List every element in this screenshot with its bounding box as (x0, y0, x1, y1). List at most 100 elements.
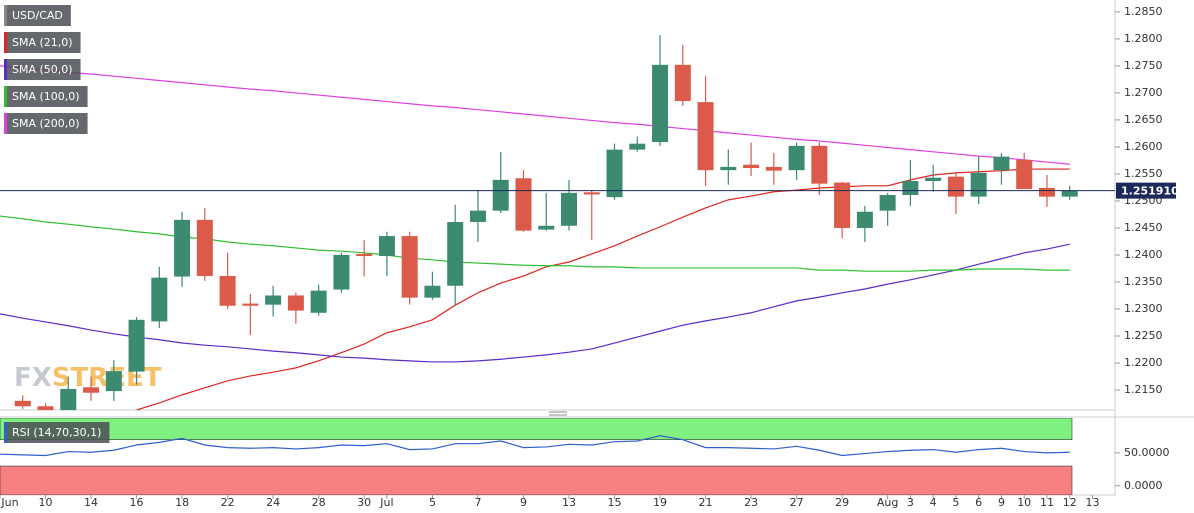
legend-box (4, 59, 81, 80)
candle-body (151, 277, 168, 322)
legend-item: RSI (14,70,30,1) (4, 422, 110, 443)
y-tick-label: 1.2200 (1124, 356, 1163, 369)
resize-handle[interactable] (549, 411, 567, 416)
y-tick-label: 1.2650 (1124, 113, 1163, 126)
x-tick-label: 30 (357, 496, 371, 509)
candle-body (970, 172, 987, 197)
candle-body (356, 253, 373, 257)
legend-box (4, 32, 81, 53)
legend-label: SMA (50,0) (12, 63, 73, 76)
y-tick-label: 1.2700 (1124, 86, 1163, 99)
x-tick-label: 19 (653, 496, 667, 509)
legend-item: SMA (21,0) (4, 32, 81, 53)
x-tick-label: 6 (975, 496, 982, 509)
y-tick-label: 1.2250 (1124, 329, 1163, 342)
candle-body (947, 176, 964, 197)
y-tick-label: 1.2850 (1124, 5, 1163, 18)
watermark-part: FX (14, 363, 52, 393)
candle-body (242, 303, 259, 306)
x-tick-label: 5 (429, 496, 436, 509)
candle-body (60, 388, 77, 410)
x-tick-label: 27 (790, 496, 804, 509)
y-tick-label: 50.0000 (1124, 446, 1170, 459)
candle-body (378, 236, 395, 257)
x-tick-label: 15 (608, 496, 622, 509)
legend-label: SMA (200,0) (12, 117, 80, 130)
candle-body (561, 192, 577, 226)
x-tick-label: 7 (474, 496, 481, 509)
legend-box (4, 422, 110, 443)
x-tick-label: 29 (835, 496, 849, 509)
candle-body (720, 166, 737, 171)
x-tick-label: 10 (1017, 496, 1031, 509)
candle-body (219, 276, 236, 306)
candle-body (447, 222, 464, 286)
legend-swatch (4, 32, 7, 53)
x-tick-label: 28 (312, 496, 326, 509)
y-tick-label: 1.2400 (1124, 248, 1163, 261)
y-tick-label: 1.2350 (1124, 275, 1163, 288)
legend-box (4, 5, 71, 26)
candle-body (834, 182, 851, 228)
x-tick-label: 10 (39, 496, 53, 509)
candle-body (538, 225, 555, 230)
x-tick-label: 18 (175, 496, 189, 509)
legend-label: USD/CAD (12, 9, 63, 22)
y-tick-label: 0.0000 (1124, 479, 1163, 492)
y-tick-label: 1.2600 (1124, 140, 1163, 153)
legend-item: SMA (50,0) (4, 59, 81, 80)
candle-body (333, 254, 350, 290)
x-tick-label: Jun (0, 496, 18, 509)
candle-body (14, 400, 31, 407)
y-tick-label: 1.2550 (1124, 167, 1163, 180)
legend-swatch (4, 59, 7, 80)
y-tick-label: 1.2300 (1124, 302, 1163, 315)
legend: USD/CAD SMA (21,0) SMA (50,0) SMA (100,0) SM… (4, 5, 110, 443)
candle-body (83, 387, 100, 393)
candle-body (583, 192, 600, 195)
x-tick-label: 22 (221, 496, 235, 509)
candle-body (674, 64, 691, 102)
candle-body (287, 295, 304, 311)
candle-body (1061, 190, 1078, 197)
y-tick-label: 1.2450 (1124, 221, 1163, 234)
legend-swatch (4, 422, 7, 443)
candle-body (515, 178, 532, 231)
candle-body (879, 195, 896, 211)
series-line (0, 243, 1070, 363)
candle-body (401, 236, 418, 298)
price-panel: FXSTREET (0, 35, 1115, 410)
x-tick-label: 9 (998, 496, 1005, 509)
candle-body (1016, 159, 1033, 190)
candle-body (629, 143, 646, 150)
candle-body (128, 319, 145, 372)
candle-body (811, 145, 828, 184)
legend-label: SMA (100,0) (12, 90, 80, 103)
legend-box (4, 113, 88, 134)
series-line (136, 168, 1070, 410)
x-tick-label: 12 (1063, 496, 1077, 509)
x-tick-label: 13 (562, 496, 576, 509)
candle-body (174, 219, 191, 277)
y-tick-label: 1.2800 (1124, 32, 1163, 45)
legend-swatch (4, 5, 7, 26)
candle-body (652, 64, 669, 143)
oversold-band (0, 465, 1073, 495)
candle-body (196, 219, 213, 277)
x-tick-label: 23 (744, 496, 758, 509)
candle-body (469, 210, 486, 223)
last-price-tag (1116, 182, 1176, 199)
x-tick-label: Jul (379, 496, 393, 509)
x-tick-label: Aug (877, 496, 898, 509)
candle-body (856, 211, 873, 228)
series-line (0, 435, 1070, 457)
candle-body (310, 290, 327, 313)
legend-label: RSI (14,70,30,1) (12, 426, 101, 439)
candle-body (37, 406, 54, 410)
legend-item: USD/CAD (4, 5, 71, 26)
candle-body (697, 102, 714, 171)
overbought-band (0, 418, 1073, 441)
y-tick-label: 1.2750 (1124, 59, 1163, 72)
